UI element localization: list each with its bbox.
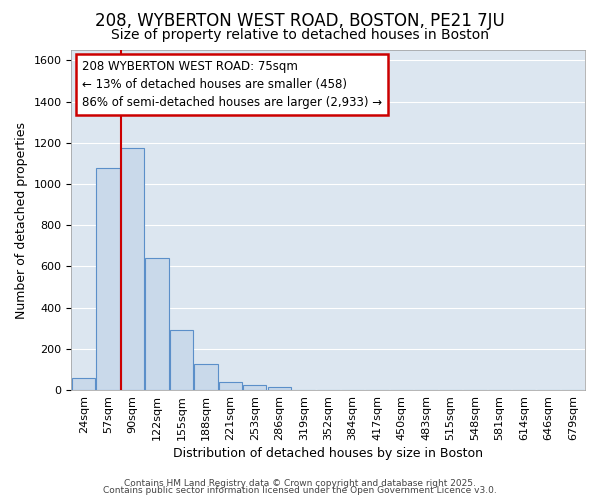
Bar	[194, 364, 218, 390]
Bar	[145, 258, 169, 390]
Bar	[121, 148, 144, 390]
Text: 208, WYBERTON WEST ROAD, BOSTON, PE21 7JU: 208, WYBERTON WEST ROAD, BOSTON, PE21 7J…	[95, 12, 505, 30]
Text: Contains HM Land Registry data © Crown copyright and database right 2025.: Contains HM Land Registry data © Crown c…	[124, 478, 476, 488]
Text: 208 WYBERTON WEST ROAD: 75sqm
← 13% of detached houses are smaller (458)
86% of : 208 WYBERTON WEST ROAD: 75sqm ← 13% of d…	[82, 60, 382, 109]
Y-axis label: Number of detached properties: Number of detached properties	[15, 122, 28, 318]
Bar	[72, 378, 95, 390]
Bar	[243, 385, 266, 390]
Text: Size of property relative to detached houses in Boston: Size of property relative to detached ho…	[111, 28, 489, 42]
Bar	[219, 382, 242, 390]
X-axis label: Distribution of detached houses by size in Boston: Distribution of detached houses by size …	[173, 447, 483, 460]
Bar	[97, 168, 120, 390]
Bar	[170, 330, 193, 390]
Text: Contains public sector information licensed under the Open Government Licence v3: Contains public sector information licen…	[103, 486, 497, 495]
Bar	[268, 387, 291, 390]
